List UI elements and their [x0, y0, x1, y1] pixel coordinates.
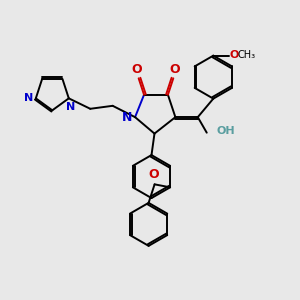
Text: OH: OH [216, 126, 235, 136]
Text: O: O [230, 50, 239, 60]
Text: O: O [148, 168, 159, 181]
Text: O: O [132, 63, 142, 76]
Text: N: N [122, 111, 132, 124]
Text: N: N [66, 102, 75, 112]
Text: CH₃: CH₃ [237, 50, 255, 60]
Text: O: O [169, 63, 180, 76]
Text: N: N [24, 93, 33, 103]
